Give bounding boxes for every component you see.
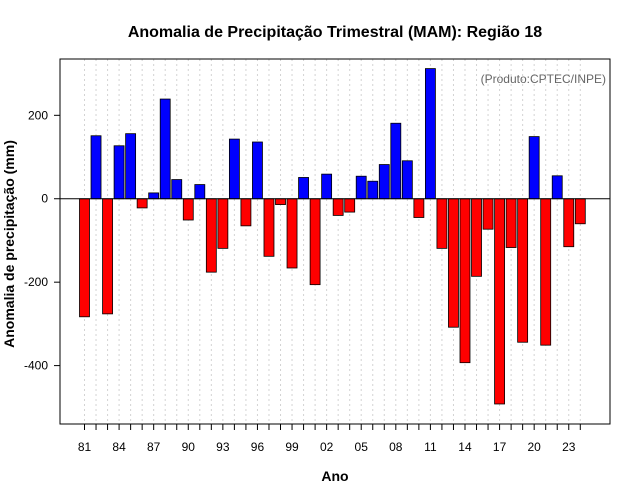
bar-2005 [355,175,367,200]
bar-2013 [448,198,459,328]
y-tick-label: 0 [41,192,48,206]
y-axis-title: Anomalia de precipitação (mm) [1,140,17,348]
bar-2015 [471,198,482,277]
bar-2006 [367,180,379,200]
bar-1982 [90,135,102,200]
plot-frame [59,58,611,425]
bar-series [79,68,586,405]
bar-2001 [309,198,321,286]
bar-2003 [332,198,344,216]
bar-2007 [378,164,390,200]
bar-1996 [252,141,263,200]
bar-1997 [263,198,275,257]
bar-2011 [424,68,436,200]
bar-1989 [171,179,183,200]
y-axis: -400 -200 0 200 [24,108,60,373]
bar-2014 [459,198,471,364]
x-tick-label: 87 [147,440,161,454]
bar-1995 [240,198,252,227]
bar-1985 [125,133,137,200]
chart-title: Anomalia de Precipitação Trimestral (MAM… [128,24,542,41]
x-tick-label: 14 [458,440,472,454]
bar-2002 [321,173,333,200]
x-axis: 81 84 87 90 93 96 99 02 05 08 11 14 17 20 23 [78,424,581,454]
bar-1990 [182,198,194,221]
product-credit: (Produto:CPTEC/INPE) [481,72,606,86]
x-tick-label: 23 [562,440,576,454]
y-tick-label: -400 [24,359,48,373]
y-tick-label: -200 [24,275,48,289]
x-tick-label: 17 [493,440,507,454]
x-axis-title: Ano [321,468,348,484]
x-tick-label: 08 [389,440,403,454]
bar-1984 [113,145,125,200]
x-tick-label: 20 [527,440,541,454]
bar-1993 [217,198,229,249]
bar-2022 [551,175,563,200]
x-tick-label: 96 [251,440,265,454]
x-tick-label: 11 [424,440,437,454]
x-tick-label: 02 [320,440,334,454]
bar-1987 [148,192,160,200]
bar-1998 [275,198,286,205]
bar-1992 [205,198,217,273]
bar-1988 [159,98,171,200]
bar-2004 [344,198,356,213]
x-tick-label: 05 [355,440,369,454]
y-tick-label: 200 [28,108,48,122]
x-tick-label: 99 [285,440,299,454]
x-tick-label: 93 [216,440,230,454]
bar-1981 [79,198,90,318]
bar-1983 [102,198,113,315]
x-tick-label: 84 [112,440,126,454]
bar-2018 [505,198,517,248]
bar-2008 [390,122,402,200]
bar-2000 [298,177,309,200]
bar-2021 [540,198,552,346]
bar-2024 [574,198,586,225]
bar-2019 [517,198,529,343]
x-tick-label: 81 [78,440,92,454]
bar-1994 [228,138,240,200]
bar-1991 [194,184,206,200]
bar-2023 [563,198,575,248]
bar-2020 [528,136,540,200]
bar-1986 [136,198,148,209]
bar-2017 [494,198,505,405]
bar-2012 [436,198,448,249]
bar-2009 [401,160,413,200]
bar-1999 [286,198,298,269]
bar-2016 [482,198,494,230]
bar-2010 [413,198,425,218]
x-tick-label: 90 [182,440,196,454]
